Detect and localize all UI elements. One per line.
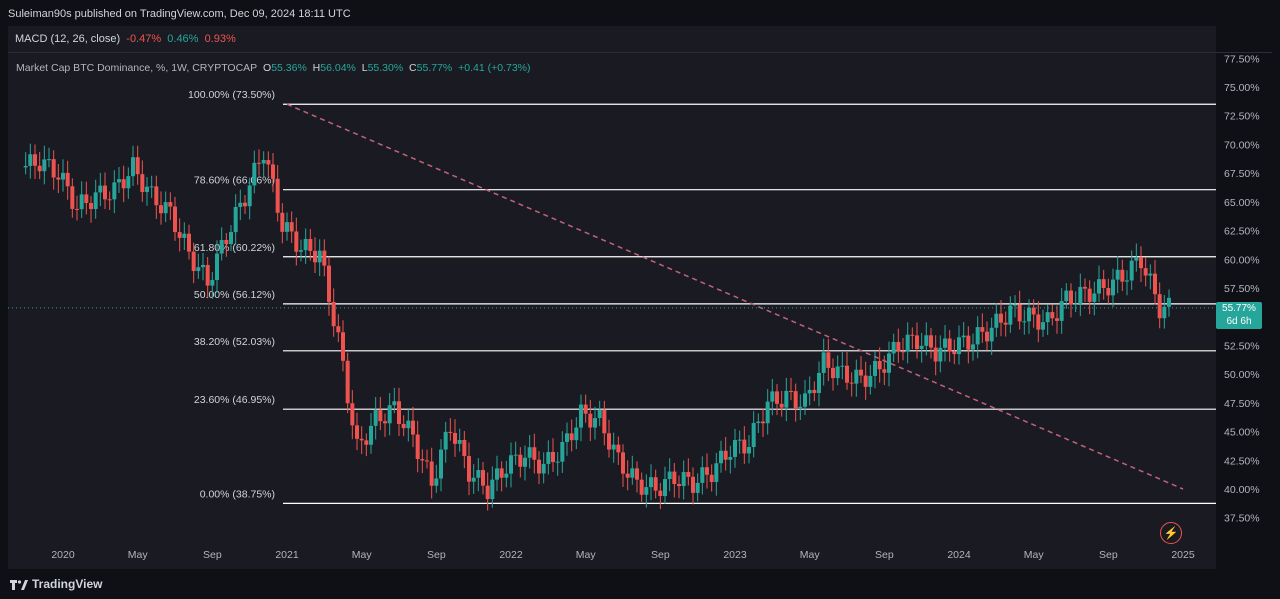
y-tick-label: 60.00% [1224,254,1260,266]
tradingview-logo[interactable]: TradingView [10,577,102,591]
macd-title: MACD (12, 26, close) [15,33,121,45]
close-label: C [409,62,417,74]
tradingview-logo-text: TradingView [32,577,103,591]
last-price-badge: 55.77% 6d 6h [1216,302,1262,329]
open-value: 55.36% [271,62,307,74]
y-tick-label: 47.50% [1224,398,1260,410]
series-title: Market Cap BTC Dominance, %, 1W, CRYPTOC… [16,62,258,74]
y-tick-label: 42.50% [1224,455,1260,467]
high-label: H [312,62,321,74]
macd-value-1: -0.47% [126,33,162,45]
macd-pane[interactable]: MACD (12, 26, close) -0.47% 0.46% 0.93% [8,26,1272,53]
low-label: L [361,62,368,74]
y-tick-label: 67.50% [1224,168,1260,180]
tradingview-mark-icon [10,579,28,590]
last-price-value: 55.77% [1222,303,1256,314]
y-tick-label: 75.00% [1224,82,1260,94]
countdown: 6d 6h [1226,316,1252,327]
y-tick-label: 62.50% [1224,226,1260,238]
macd-legend: MACD (12, 26, close) -0.47% 0.46% 0.93% [15,33,236,45]
y-tick-label: 72.50% [1224,111,1260,123]
high-value: 56.04% [320,62,356,74]
y-tick-label: 37.50% [1224,513,1260,525]
close-value: 55.77% [416,62,453,74]
y-tick-label: 50.00% [1224,369,1260,381]
y-tick-label: 57.50% [1224,283,1260,295]
y-tick-label: 45.00% [1224,427,1260,439]
series-legend: Market Cap BTC Dominance, %, 1W, CRYPTOC… [16,62,531,74]
open-label: O [263,62,272,74]
lightning-icon[interactable]: ⚡ [1160,522,1182,544]
footer [0,569,1280,599]
y-tick-label: 65.00% [1224,197,1260,209]
y-tick-label: 70.00% [1224,139,1260,151]
y-tick-label: 52.50% [1224,340,1260,352]
y-tick-label: 77.50% [1224,53,1260,65]
macd-value-2: 0.46% [167,33,199,45]
change-value: +0.41 (+0.73%) [458,62,531,74]
top-bar: Suleiman90s published on TradingView.com… [0,0,1280,26]
y-tick-label: 40.00% [1224,484,1260,496]
macd-value-3: 0.93% [204,33,236,45]
chart-panel[interactable] [8,26,1216,569]
publisher-info: Suleiman90s published on TradingView.com… [8,8,351,20]
low-value: 55.30% [367,62,404,74]
